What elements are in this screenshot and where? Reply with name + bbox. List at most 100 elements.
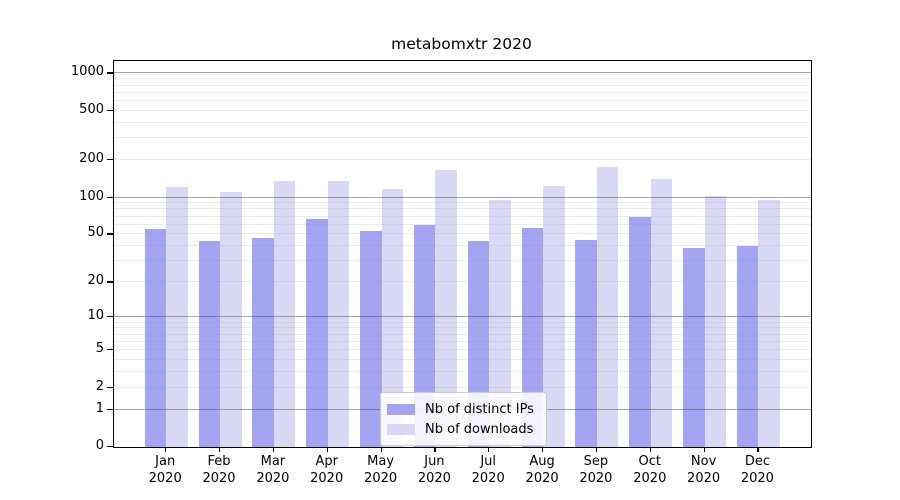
minor-gridline [114,327,811,329]
x-tick-year: 2020 [579,471,613,486]
legend-entry-distinct-ips: Nb of distinct IPs [387,399,534,419]
bar-distinct-ips-nov [683,247,705,447]
x-tick-year: 2020 [202,471,236,486]
x-tick-mark [434,447,436,452]
minor-gridline [114,371,811,372]
bar-downloads-dec [758,200,780,447]
legend: Nb of distinct IPs Nb of downloads [380,392,547,446]
bar-downloads-nov [704,196,727,447]
y-tick-label-100: 100 [79,188,104,204]
x-tick-month: May [367,454,395,469]
x-tick-label-jul: Jul 2020 [460,453,516,487]
y-tick-label-5: 5 [95,341,104,357]
minor-gridline [114,84,811,86]
x-tick-month: Sep [583,454,609,469]
plot-area: Nb of distinct IPs Nb of downloads [113,60,812,448]
x-tick-year: 2020 [525,471,559,486]
y-tick-mark [107,446,113,448]
x-tick-mark [272,447,275,452]
legend-label-downloads: Nb of downloads [425,421,534,437]
x-tick-month: Aug [529,454,555,469]
y-tick-label-500: 500 [79,101,104,117]
x-tick-mark [380,447,382,452]
bar-downloads-apr [327,180,350,447]
x-tick-year: 2020 [310,471,344,486]
legend-swatch-distinct-ips [387,403,415,415]
x-tick-mark [595,447,598,452]
x-tick-label-jun: Jun 2020 [406,453,462,487]
minor-gridline [114,260,811,262]
y-tick-mark [107,386,113,388]
x-tick-mark [219,447,221,452]
minor-gridline [114,281,811,283]
minor-gridline [114,245,811,247]
bar-distinct-ips-may [360,231,382,447]
x-tick-month: Dec [744,454,770,469]
x-tick-label-aug: Aug 2020 [514,453,570,487]
minor-gridline [114,340,811,342]
x-tick-month: Apr [315,454,338,469]
x-tick-label-jan: Jan 2020 [137,453,193,487]
minor-gridline [114,159,811,161]
minor-gridline [114,386,811,388]
x-tick-month: Jun [424,454,445,469]
bar-distinct-ips-apr [306,218,328,447]
y-tick-mark [107,196,113,198]
bar-distinct-ips-oct [629,217,651,447]
x-tick-month: Jan [155,454,176,469]
chart-title: metabomxtr 2020 [391,35,532,53]
x-tick-label-dec: Dec 2020 [729,453,785,487]
x-tick-label-mar: Mar 2020 [245,453,301,487]
y-tick-mark [107,349,113,351]
x-tick-mark [649,447,651,452]
y-tick-mark [107,233,113,235]
minor-gridline [114,215,811,217]
legend-swatch-downloads [387,423,415,435]
minor-gridline [114,321,811,323]
x-tick-mark [326,447,328,452]
y-tick-label-1: 1 [95,400,104,416]
bar-distinct-ips-mar [252,237,274,447]
minor-gridline [114,137,811,139]
x-tick-month: Jul [480,454,497,469]
bar-downloads-jun [435,170,457,447]
major-gridline [114,316,811,318]
y-tick-label-20: 20 [87,273,104,289]
y-tick-label-200: 200 [79,151,104,167]
x-tick-label-oct: Oct 2020 [622,453,678,487]
bar-downloads-oct [650,179,673,447]
x-tick-year: 2020 [633,471,667,486]
x-tick-mark [703,447,705,452]
y-tick-mark [107,281,113,283]
major-gridline [114,196,811,198]
bar-distinct-ips-feb [198,241,221,447]
minor-gridline [114,359,811,360]
bar-downloads-may [381,189,404,447]
x-tick-mark [488,447,490,452]
y-tick-label-10: 10 [87,308,104,324]
bar-downloads-sep [596,167,619,447]
y-tick-label-2: 2 [95,378,104,394]
y-tick-mark [107,408,113,410]
x-tick-label-sep: Sep 2020 [568,453,624,487]
minor-gridline [114,333,811,335]
y-tick-mark [107,72,113,74]
minor-gridline [114,349,811,351]
minor-gridline [114,202,811,204]
minor-gridline [114,208,811,210]
minor-gridline [114,100,811,101]
x-tick-year: 2020 [740,471,774,486]
major-gridline [114,72,811,74]
bar-distinct-ips-sep [575,240,597,447]
bar-downloads-mar [273,180,296,447]
bar-downloads-feb [220,191,242,447]
x-tick-year: 2020 [471,471,505,486]
minor-gridline [114,78,811,80]
minor-gridline [114,91,811,93]
y-tick-mark [107,109,113,112]
legend-entry-downloads: Nb of downloads [387,419,534,439]
y-tick-label-0: 0 [95,438,104,453]
x-tick-month: Nov [690,454,717,469]
x-tick-label-nov: Nov 2020 [676,453,732,487]
x-tick-mark [757,447,759,452]
